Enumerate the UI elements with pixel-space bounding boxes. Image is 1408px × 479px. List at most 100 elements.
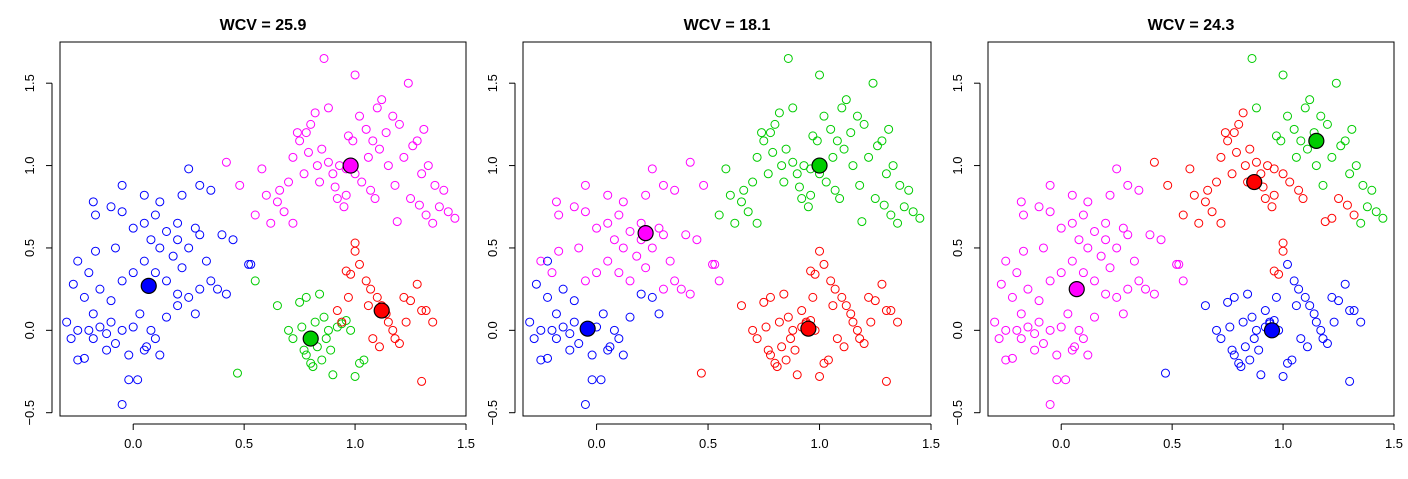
panel-1-data-point [168, 251, 178, 261]
panel-3-data-point [1178, 210, 1188, 220]
panel-3-data-point [1340, 136, 1350, 146]
panel-3-data-point [1118, 309, 1128, 319]
panel-3-data-point [1276, 136, 1286, 146]
panel-3-data-point [1067, 256, 1077, 266]
panel-2-data-point [774, 108, 784, 118]
panel-3-y-tick-label: 1.5 [950, 74, 965, 92]
panel-1-data-point [370, 194, 380, 204]
panel-2-data-point [618, 197, 628, 207]
panel-3-data-point [1038, 243, 1048, 253]
panel-1-data-point [102, 329, 112, 339]
panel-3-data-point [1240, 161, 1250, 171]
panel-2-data-point [543, 353, 553, 363]
panel-1-data-point [95, 322, 105, 332]
panel-3-data-point [1296, 136, 1306, 146]
panel-1-data-point [117, 325, 127, 335]
panel-2-data-point [536, 355, 546, 365]
panel-2-data-point [877, 136, 887, 146]
panel-3-data-point [1245, 355, 1255, 365]
panel-2-data-point [625, 226, 635, 236]
panel-1-data-point [417, 169, 427, 179]
panel-3-data-point [1291, 152, 1301, 162]
panel-2-data-point [788, 103, 798, 113]
panel-1-data-point [310, 317, 320, 327]
panel-2-data-point [886, 210, 896, 220]
panel-3-data-point [1229, 350, 1239, 360]
panel-2-data-point [603, 218, 613, 228]
panel-2-data-point [551, 197, 561, 207]
panel-1-data-point [139, 218, 149, 228]
panel-2-data-point [908, 207, 918, 217]
panel-3-data-point [1030, 329, 1040, 339]
panel-3-title: WCV = 24.3 [1148, 17, 1235, 34]
panel-1-data-point [323, 157, 333, 167]
panel-1-data-point [317, 144, 327, 154]
panel-2-data-point [565, 329, 575, 339]
panel-1-data-point [110, 243, 120, 253]
panel-3-y-tick-label: 0.5 [950, 239, 965, 257]
panel-1-data-point [232, 368, 242, 378]
panel-2-x-tick-label: 1.0 [810, 436, 828, 451]
panel-1-data-point [319, 312, 329, 322]
panel-2-data-point [792, 370, 802, 380]
panel-3-data-point [1251, 103, 1261, 113]
panel-3-data-point [1249, 334, 1259, 344]
panel-1-data-point [110, 339, 120, 349]
panel-1-data-point [401, 317, 411, 327]
panel-1-data-point [106, 317, 116, 327]
panel-1-data-point [317, 355, 327, 365]
panel-2-data-point [670, 185, 680, 195]
panel-1-data-point [421, 306, 431, 316]
panel-1-data-point [394, 119, 404, 129]
panel-1-centroid-blue [140, 277, 157, 294]
panel-1-data-point [228, 235, 238, 245]
panel-1-y-tick-label: 0.5 [22, 239, 37, 257]
panel-1-data-point [388, 325, 398, 335]
panel-1-data-point [419, 124, 429, 134]
panel-2-data-point [525, 317, 535, 327]
panel-1-data-point [66, 334, 76, 344]
panel-1-data-point [244, 259, 254, 269]
panel-3-data-point [1278, 371, 1288, 381]
panel-1-data-point [90, 246, 100, 256]
panel-3-data-point [1345, 306, 1355, 316]
panel-3-data-point [1174, 259, 1184, 269]
panel-2-data-point [752, 218, 762, 228]
panel-1-data-point [297, 322, 307, 332]
panel-1-data-point [201, 256, 211, 266]
panel-1-data-point [417, 376, 427, 386]
panel-1-data-point [348, 136, 358, 146]
panel-1-data-point [357, 177, 367, 187]
panel-1-data-point [146, 325, 156, 335]
panel-2-data-point [765, 128, 775, 138]
panel-3-data-point [1327, 152, 1337, 162]
panel-1-data-point [428, 317, 438, 327]
panel-3-data-point [1234, 119, 1244, 129]
panel-1-data-point [306, 119, 316, 129]
panel-3-data-point [1067, 190, 1077, 200]
panel-2-data-point [736, 197, 746, 207]
panel-3-data-point [1278, 246, 1288, 256]
panel-1-data-point [388, 111, 398, 121]
panel-1-data-point [355, 111, 365, 121]
panel-3-data-point [1045, 276, 1055, 286]
panel-3-x-tick-label: 1.0 [1274, 436, 1292, 451]
panel-3-data-point [1112, 164, 1122, 174]
panel-2-data-point [877, 279, 887, 289]
panel-1-data-point [206, 276, 216, 286]
panel-2-data-point [647, 292, 657, 302]
panel-2-x-tick-label: 0.0 [588, 436, 606, 451]
panel-2-data-point [808, 131, 818, 141]
panel-2-data-point [739, 185, 749, 195]
panel-2-data-point [618, 350, 628, 360]
panel-1-data-point [381, 128, 391, 138]
panel-2-data-point [554, 246, 564, 256]
panel-1-data-point [299, 345, 309, 355]
panel-1-data-point [155, 197, 165, 207]
panel-1-data-point [330, 182, 340, 192]
panel-3-data-point [1269, 164, 1279, 174]
panel-2-data-point [598, 309, 608, 319]
panel-3-data-point [1083, 350, 1093, 360]
panel-3-data-point [1298, 194, 1308, 204]
panel-1-data-point [250, 276, 260, 286]
